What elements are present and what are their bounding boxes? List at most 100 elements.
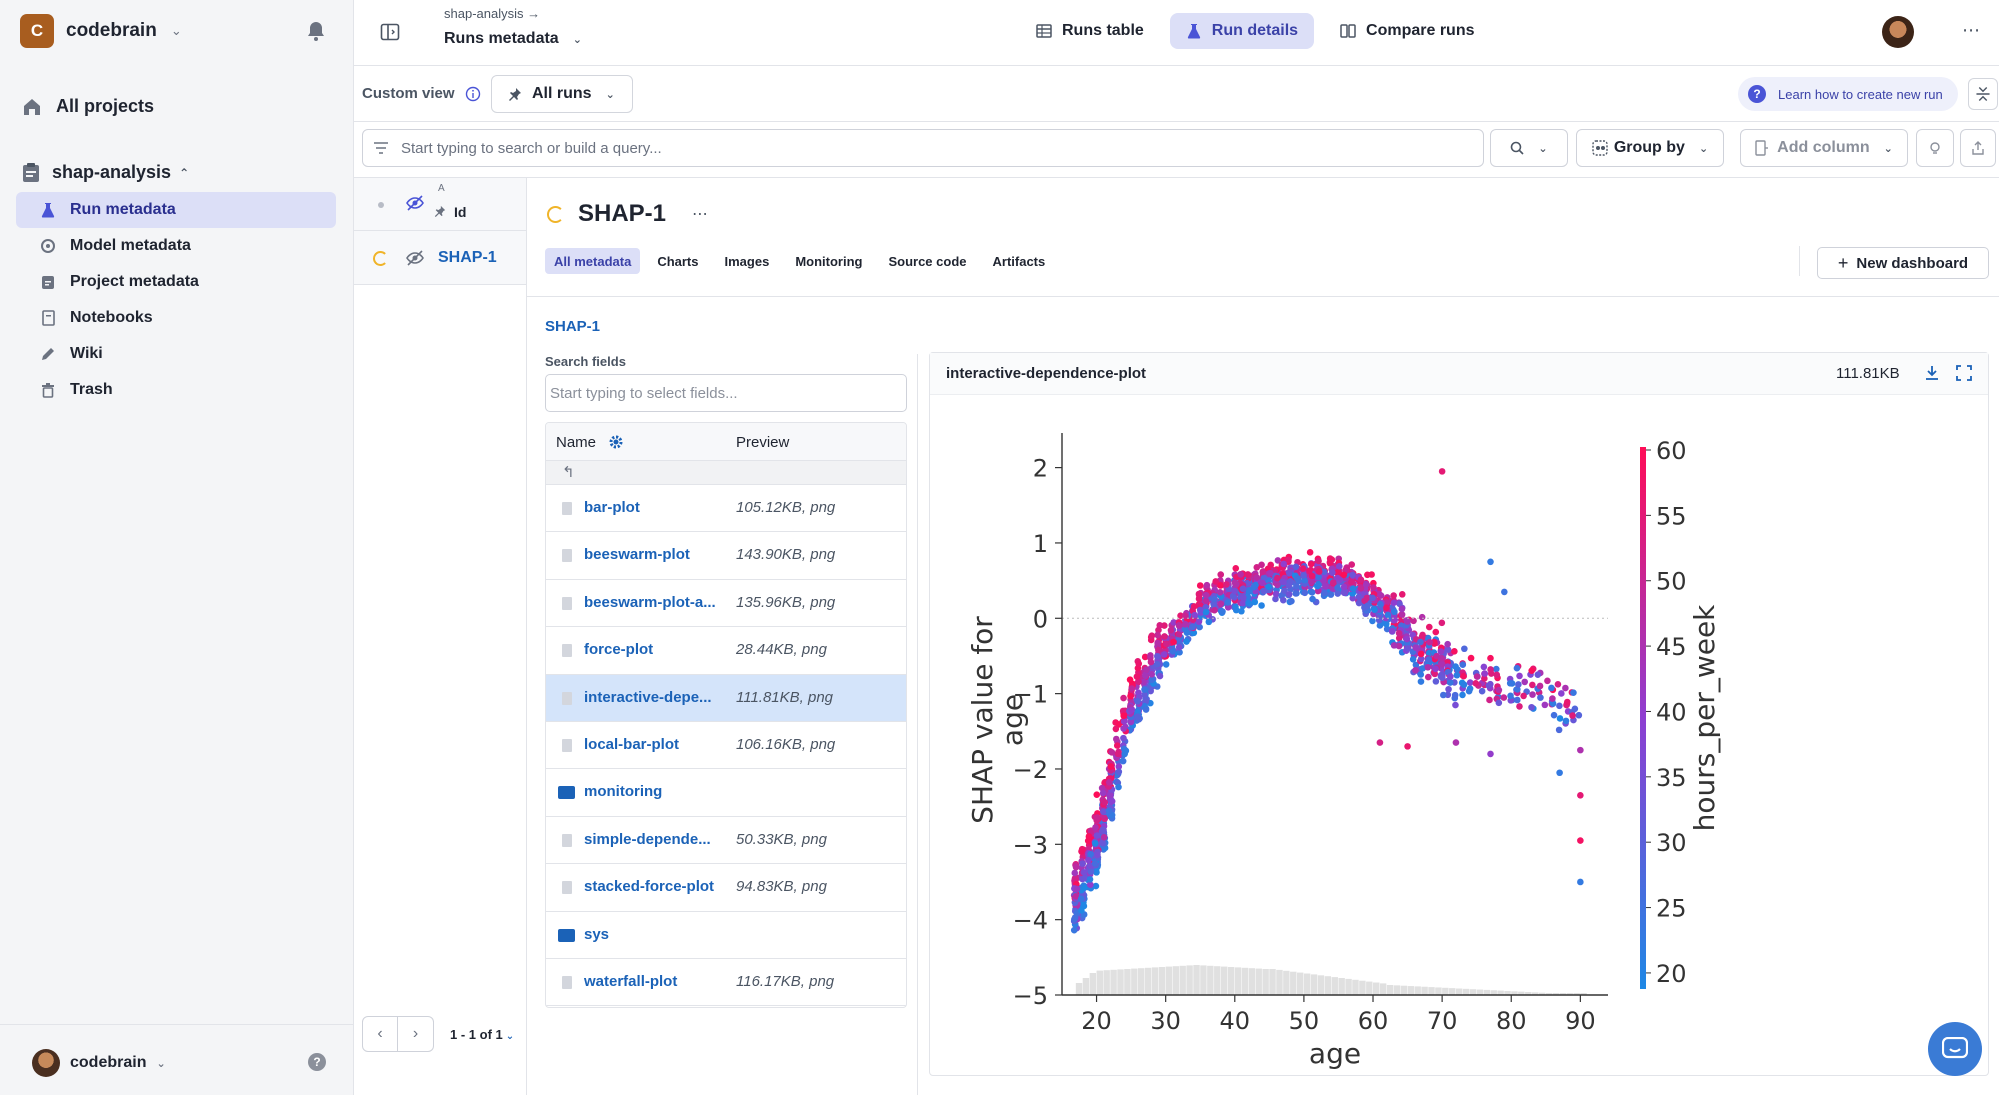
scatter-point xyxy=(1412,667,1419,674)
scatter-point xyxy=(1301,589,1309,597)
histogram-bar xyxy=(1331,977,1338,995)
highlight-button[interactable] xyxy=(1916,129,1954,167)
y-axis-label-2: age xyxy=(996,694,1029,746)
more-icon[interactable]: ⋯ xyxy=(1962,20,1981,40)
histogram-bar xyxy=(1525,992,1532,995)
help-icon[interactable]: ? xyxy=(308,1053,326,1071)
field-row[interactable]: local-bar-plot 106.16KB, png xyxy=(546,722,906,770)
sidebar-item-label: Run metadata xyxy=(70,201,176,218)
histogram-bar xyxy=(1227,967,1235,995)
page-title[interactable]: Runs metadata ⌄ xyxy=(444,30,582,48)
scatter-point xyxy=(1216,589,1224,596)
field-name[interactable]: simple-depende... xyxy=(584,830,711,848)
next-page-button[interactable]: › xyxy=(398,1016,434,1052)
breadcrumb[interactable]: shap-analysis → xyxy=(444,6,540,21)
sidebar-item-trash[interactable]: Trash xyxy=(16,372,336,408)
scatter-point xyxy=(1495,686,1503,694)
panel-toggle-icon[interactable] xyxy=(380,22,400,42)
eye-off-icon[interactable] xyxy=(406,250,424,266)
id-column-header[interactable]: Id xyxy=(454,204,467,220)
field-row[interactable]: beeswarm-plot-a... 135.96KB, png xyxy=(546,580,906,628)
workspace-switcher[interactable]: C codebrain ⌄ xyxy=(20,14,182,48)
field-name[interactable]: interactive-depe... xyxy=(584,688,712,706)
chat-support-button[interactable] xyxy=(1928,1022,1982,1076)
sidebar-item-run-metadata[interactable]: Run metadata xyxy=(16,192,336,228)
histogram-bar xyxy=(1531,992,1539,995)
field-row[interactable]: beeswarm-plot 143.90KB, png xyxy=(546,532,906,580)
tab-run-details[interactable]: Run details xyxy=(1169,13,1315,49)
run-row[interactable]: SHAP-1 xyxy=(354,231,526,285)
field-name[interactable]: stacked-force-plot xyxy=(584,878,715,896)
bell-icon[interactable] xyxy=(306,20,326,42)
export-button[interactable] xyxy=(1960,129,1996,167)
field-name[interactable]: waterfall-plot xyxy=(584,972,678,990)
folder-row[interactable]: sys xyxy=(546,912,906,959)
all-projects-link[interactable]: All projects xyxy=(22,96,154,117)
field-rows: bar-plot 105.12KB, png beeswarm-plot 143.90… xyxy=(546,485,906,1007)
collapse-icon[interactable] xyxy=(1968,78,1998,110)
field-row[interactable]: waterfall-plot 116.17KB, png xyxy=(546,959,906,1007)
eye-off-icon[interactable] xyxy=(406,195,424,211)
tab-source-code[interactable]: Source code xyxy=(888,253,967,269)
scatter-point xyxy=(1176,649,1183,656)
project-header[interactable]: shap-analysis ⌃ xyxy=(22,162,189,183)
sidebar-item-model-metadata[interactable]: Model metadata xyxy=(16,228,336,264)
new-dashboard-button[interactable]: + New dashboard xyxy=(1817,247,1989,279)
chevron-up-icon: ⌃ xyxy=(179,165,190,180)
metadata-path[interactable]: SHAP-1 xyxy=(545,318,601,335)
field-name[interactable]: beeswarm-plot-a... xyxy=(584,593,716,611)
scatter-point xyxy=(1253,574,1261,581)
histogram-bar xyxy=(1317,975,1325,995)
user-menu[interactable]: codebrain ⌄ xyxy=(32,1049,166,1077)
scatter-point xyxy=(1281,587,1288,594)
gear-icon[interactable] xyxy=(608,434,624,450)
field-row[interactable]: simple-depende... 50.33KB, png xyxy=(546,817,906,865)
run-id-link[interactable]: SHAP-1 xyxy=(438,249,497,266)
avatar[interactable] xyxy=(1882,16,1914,48)
search-fields-input[interactable]: Start typing to select fields... xyxy=(545,374,907,412)
field-row[interactable]: interactive-depe... 111.81KB, png xyxy=(546,674,906,722)
tab-compare-runs[interactable]: Compare runs xyxy=(1324,13,1490,49)
tab-runs-table[interactable]: Runs table xyxy=(1020,13,1160,49)
scatter-point xyxy=(1577,792,1584,799)
fullscreen-icon[interactable] xyxy=(1956,365,1972,381)
tab-monitoring[interactable]: Monitoring xyxy=(795,253,863,269)
export-icon xyxy=(1972,141,1984,155)
field-name[interactable]: local-bar-plot xyxy=(584,735,680,753)
field-name[interactable]: monitoring xyxy=(584,783,663,801)
field-row[interactable]: stacked-force-plot 94.83KB, png xyxy=(546,864,906,912)
scatter-point xyxy=(1202,597,1210,605)
all-runs-dropdown[interactable]: All runs ⌄ xyxy=(491,75,633,113)
scatter-point xyxy=(1357,576,1365,583)
color-tick-label: 55 xyxy=(1656,502,1687,530)
folder-row[interactable]: monitoring xyxy=(546,769,906,817)
prev-page-button[interactable]: ‹ xyxy=(362,1016,398,1052)
clipboard-icon xyxy=(42,276,54,289)
field-name[interactable]: beeswarm-plot xyxy=(584,546,690,564)
learn-new-run-link[interactable]: ? Learn how to create new run xyxy=(1738,77,1958,111)
sidebar-item-wiki[interactable]: Wiki xyxy=(16,336,336,372)
info-icon[interactable] xyxy=(465,86,481,102)
tab-all-metadata[interactable]: All metadata xyxy=(545,248,641,274)
tab-charts[interactable]: Charts xyxy=(657,253,699,269)
group-by-button[interactable]: Group by ⌄ xyxy=(1576,129,1724,167)
histogram-bar xyxy=(1518,991,1525,995)
field-row[interactable]: bar-plot 105.12KB, png xyxy=(546,485,906,533)
field-name[interactable]: bar-plot xyxy=(584,499,640,516)
field-row[interactable]: force-plot 28.44KB, png xyxy=(546,627,906,675)
tab-artifacts[interactable]: Artifacts xyxy=(992,253,1046,269)
sidebar-item-notebooks[interactable]: Notebooks xyxy=(16,300,336,336)
field-preview: 50.33KB, png xyxy=(736,830,827,848)
page-size-dropdown[interactable]: 1 - 1 of 1 ⌄ xyxy=(450,1027,514,1042)
download-icon[interactable] xyxy=(1924,365,1940,381)
search-mode-dropdown[interactable]: ⌄ xyxy=(1490,129,1568,167)
more-icon[interactable]: ⋯ xyxy=(692,206,710,223)
add-column-button[interactable]: Add column ⌄ xyxy=(1740,129,1908,167)
parent-folder-row[interactable]: ↰ xyxy=(546,461,906,485)
scatter-point xyxy=(1516,703,1523,710)
query-input[interactable]: Start typing to search or build a query.… xyxy=(362,129,1484,167)
tab-images[interactable]: Images xyxy=(724,253,770,269)
sidebar-item-project-metadata[interactable]: Project metadata xyxy=(16,264,336,300)
field-name[interactable]: force-plot xyxy=(584,641,654,659)
field-name[interactable]: sys xyxy=(584,925,610,943)
